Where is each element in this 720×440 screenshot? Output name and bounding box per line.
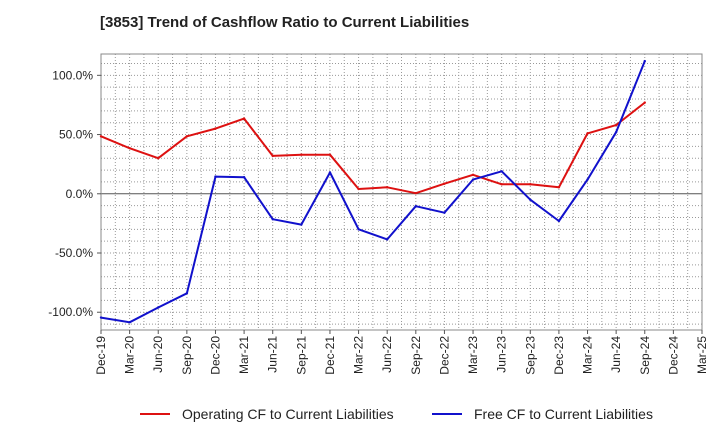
data-point	[157, 157, 160, 160]
x-tick-label: Sep-23	[523, 336, 537, 375]
grid	[100, 54, 703, 330]
data-point	[214, 127, 217, 130]
y-tick-label: 100.0%	[52, 68, 93, 82]
x-tick-label: Mar-22	[352, 336, 366, 374]
data-point	[643, 101, 646, 104]
legend-label: Free CF to Current Liabilities	[474, 406, 653, 422]
x-tick-label: Sep-22	[409, 336, 423, 375]
data-point	[214, 175, 217, 178]
data-point	[328, 153, 332, 156]
x-tick-label: Mar-21	[237, 336, 251, 374]
legend: Operating CF to Current Liabilities Free …	[140, 406, 653, 422]
data-point	[414, 191, 418, 195]
y-tick-label: 50.0%	[59, 128, 93, 142]
x-tick-label: Sep-24	[638, 336, 652, 375]
data-point	[271, 154, 274, 158]
data-point	[242, 117, 246, 120]
x-tick-label: Jun-20	[151, 336, 165, 373]
data-point	[529, 198, 532, 201]
y-tick-label: -50.0%	[55, 246, 93, 260]
x-tick-label: Dec-24	[666, 336, 680, 375]
data-point	[471, 178, 475, 181]
data-point	[357, 187, 360, 191]
data-point	[500, 183, 503, 186]
data-point	[99, 316, 103, 319]
legend-label: Operating CF to Current Liabilities	[182, 406, 394, 422]
x-tick-label: Jun-23	[495, 336, 509, 373]
x-tick-label: Jun-22	[380, 336, 394, 373]
x-tick-label: Sep-20	[180, 336, 194, 375]
y-tick-label: 0.0%	[66, 187, 94, 201]
x-axis: Dec-19 Mar-20 Jun-20 Sep-20 Dec-20 Mar-21 Jun-…	[94, 330, 709, 375]
data-point	[242, 175, 246, 179]
data-point	[529, 183, 532, 186]
series	[99, 59, 646, 324]
data-point	[557, 186, 561, 189]
data-point	[328, 171, 332, 174]
data-point	[614, 123, 618, 127]
x-tick-label: Mar-25	[695, 336, 709, 374]
data-point	[385, 238, 389, 241]
data-point	[128, 146, 131, 150]
x-tick-label: Jun-21	[266, 336, 280, 373]
data-point	[643, 59, 646, 63]
data-point	[385, 186, 389, 189]
x-tick-label: Dec-23	[552, 336, 566, 375]
data-point	[500, 170, 503, 173]
data-point	[300, 223, 303, 226]
series-line-operating-cf	[100, 101, 646, 195]
data-point	[471, 173, 475, 177]
data-point	[357, 228, 360, 231]
x-tick-label: Mar-24	[581, 336, 595, 374]
x-tick-label: Dec-19	[94, 336, 108, 375]
plot-area	[100, 53, 703, 331]
x-tick-label: Mar-20	[123, 336, 137, 374]
series-line-free-cf	[100, 60, 646, 324]
data-point	[128, 321, 131, 324]
x-tick-label: Sep-21	[294, 336, 308, 375]
data-point	[271, 218, 274, 221]
data-point	[185, 135, 189, 138]
y-tick-label: -100.0%	[48, 305, 93, 319]
data-point	[300, 153, 303, 156]
data-point	[586, 178, 589, 181]
data-point	[185, 292, 189, 295]
y-axis: 100.0% 50.0% 0.0% -50.0% -100.0%	[48, 68, 101, 319]
data-point	[586, 132, 589, 135]
data-point	[157, 306, 160, 309]
data-point	[99, 135, 103, 138]
x-tick-label: Dec-21	[323, 336, 337, 375]
data-point	[443, 211, 446, 214]
data-point	[557, 219, 561, 223]
chart-title: [3853] Trend of Cashflow Ratio to Curren…	[100, 14, 470, 31]
x-tick-label: Dec-20	[208, 336, 222, 375]
data-point	[443, 182, 446, 185]
x-tick-label: Jun-24	[609, 336, 623, 373]
data-point	[414, 205, 418, 208]
data-point	[614, 130, 618, 134]
x-tick-label: Dec-22	[437, 336, 451, 375]
x-tick-label: Mar-23	[466, 336, 480, 374]
